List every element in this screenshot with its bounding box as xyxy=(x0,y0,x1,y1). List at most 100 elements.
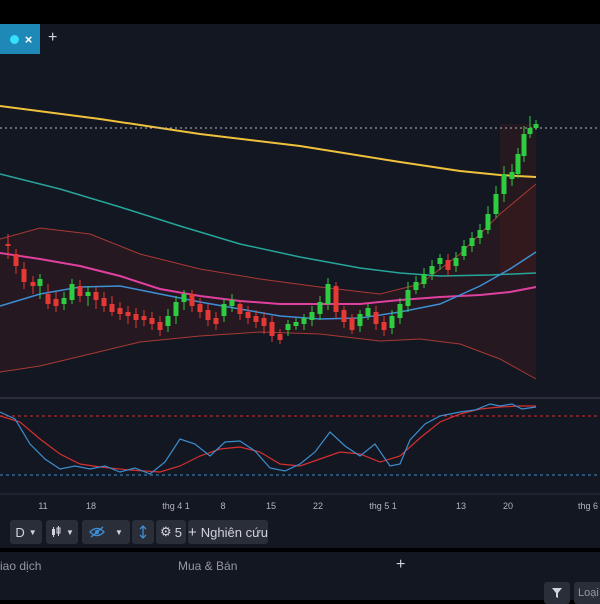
candle-body xyxy=(317,302,323,314)
x-tick-label: 8 xyxy=(220,501,225,511)
candle-body xyxy=(253,316,259,322)
candle-body xyxy=(101,298,107,306)
candle-body xyxy=(405,290,411,306)
type-select[interactable]: Loại xyxy=(574,582,600,604)
ma-pink-line xyxy=(0,252,537,305)
chevron-down-icon: ▼ xyxy=(115,527,123,537)
window-top-strip xyxy=(0,0,600,24)
candle-body xyxy=(429,266,435,274)
candle-body xyxy=(109,304,115,312)
candle-body xyxy=(221,304,227,316)
candle-body xyxy=(341,310,347,322)
candles-icon xyxy=(52,526,61,537)
chart-tab-bar: × + xyxy=(0,24,600,54)
candle-body xyxy=(205,310,211,320)
candle-body xyxy=(37,279,43,286)
ma-yellow-line xyxy=(0,105,537,178)
candle-body xyxy=(493,194,499,214)
bottom-panel: iao dịch Mua & Bán + Loại xyxy=(0,552,600,604)
x-tick-label: thg 4 1 xyxy=(162,501,190,511)
ma-green-line xyxy=(0,173,537,277)
candle-body xyxy=(509,172,515,179)
x-tick-label: 15 xyxy=(266,501,276,511)
candle-body xyxy=(45,294,51,304)
bollinger-band-fill xyxy=(0,184,536,379)
research-button[interactable]: + Nghiên cứu xyxy=(188,520,268,544)
candle-body xyxy=(149,318,155,324)
chart-tab-active[interactable]: × xyxy=(0,24,40,54)
candle-body xyxy=(189,294,195,306)
candle-body xyxy=(309,312,315,320)
candle-body xyxy=(285,324,291,330)
candle-body xyxy=(349,318,355,330)
stochastic-k-line xyxy=(0,403,537,475)
gear-icon: ⚙ xyxy=(160,524,172,539)
candle-body xyxy=(477,230,483,238)
candle-body xyxy=(93,292,99,300)
candle-body xyxy=(30,282,36,286)
candle-body xyxy=(397,304,403,318)
candle-body xyxy=(13,254,19,266)
candle-body xyxy=(421,274,427,284)
candle-body xyxy=(213,318,219,324)
candle-body xyxy=(325,284,331,304)
candle-body xyxy=(533,124,539,128)
chevron-down-icon: ▼ xyxy=(66,527,74,537)
candle-body xyxy=(501,174,507,194)
candle-body xyxy=(165,316,171,326)
candle-body xyxy=(173,302,179,316)
candle-body xyxy=(373,312,379,324)
candle-body xyxy=(125,312,131,316)
candle-body xyxy=(445,260,451,270)
chevron-down-icon: ▼ xyxy=(28,527,37,537)
filter-icon xyxy=(552,588,562,598)
add-tab-button[interactable]: + xyxy=(48,29,58,46)
plus-icon: + xyxy=(188,523,197,541)
scale-button[interactable] xyxy=(132,520,154,544)
price-chart[interactable]: 11 18 thg 4 1 8 15 22 thg 5 1 13 20 thg 6 xyxy=(0,54,600,516)
close-tab-icon[interactable]: × xyxy=(24,31,33,47)
chart-type-dropdown[interactable]: ▼ xyxy=(46,520,78,544)
bollinger-lower-line xyxy=(0,331,537,380)
x-tick-label: 13 xyxy=(456,501,466,511)
candle-body xyxy=(357,314,363,326)
x-tick-label: 20 xyxy=(503,501,513,511)
x-tick-label: thg 5 1 xyxy=(369,501,397,511)
x-tick-label: 22 xyxy=(313,501,323,511)
candle-body xyxy=(117,308,123,314)
candle-body xyxy=(229,300,235,306)
candle-body xyxy=(485,214,491,230)
tab-buy-sell[interactable]: Mua & Bán xyxy=(178,559,238,573)
bollinger-upper-line xyxy=(0,183,537,295)
candle-body xyxy=(333,286,339,312)
candle-body xyxy=(453,258,459,266)
x-tick-label: 11 xyxy=(38,501,47,511)
x-tick-label: thg 6 xyxy=(578,501,598,511)
candle-body xyxy=(237,304,243,314)
indicator-count: 5 xyxy=(174,524,182,540)
candle-body xyxy=(413,282,419,290)
candle-body xyxy=(293,322,299,326)
candle-body xyxy=(197,304,203,312)
interval-dropdown[interactable]: D ▼ xyxy=(10,520,42,544)
candle-body xyxy=(69,284,75,300)
candle-body xyxy=(21,269,27,282)
candle-body xyxy=(461,246,467,256)
add-panel-tab-button[interactable]: + xyxy=(396,556,406,573)
chart-toolbar: D ▼ ▼ ▼ ⚙ 5 + Nghiên cứu xyxy=(0,516,600,548)
candle-body xyxy=(133,314,139,320)
candle-body xyxy=(261,318,267,326)
candle-body xyxy=(269,322,275,336)
candle-body xyxy=(141,316,147,320)
candle-body xyxy=(157,322,163,330)
candle-body xyxy=(389,316,395,328)
chart-canvas[interactable]: 11 18 thg 4 1 8 15 22 thg 5 1 13 20 thg 6 xyxy=(0,54,600,516)
filter-button[interactable] xyxy=(544,582,570,604)
tab-trade[interactable]: iao dịch xyxy=(0,559,42,573)
eye-off-icon xyxy=(89,526,105,538)
live-dot-icon xyxy=(9,34,19,44)
candle-body xyxy=(301,318,307,324)
visibility-dropdown[interactable]: ▼ xyxy=(82,520,130,544)
candle-body xyxy=(277,334,283,340)
indicator-settings-button[interactable]: ⚙ 5 xyxy=(156,520,186,544)
